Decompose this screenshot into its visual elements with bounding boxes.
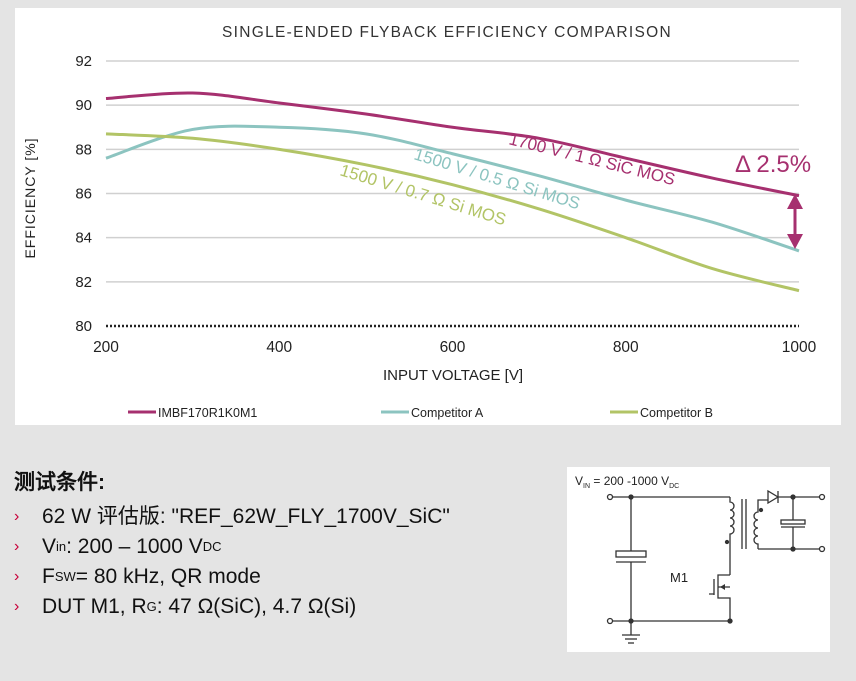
transistor-label: M1 [670,570,688,585]
x-axis-label: INPUT VOLTAGE [V] [383,367,523,384]
legend-label: IMBF170R1K0M1 [158,406,257,420]
bullet-chevron-icon: › [14,568,20,585]
condition-item: › 62 W 评估版: "REF_62W_FLY_1700V_SiC" [14,502,450,532]
efficiency-chart: SINGLE-ENDED FLYBACK EFFICIENCY COMPARIS… [22,24,817,420]
flyback-circuit-diagram: VIN = 200 -1000 VDC M1 [567,467,830,652]
y-tick-label: 82 [75,274,92,291]
y-tick-label: 90 [75,97,92,114]
y-axis-label: EFFICIENCY [%] [22,137,38,258]
y-tick-label: 86 [75,186,92,203]
x-tick-label: 600 [440,339,466,356]
x-tick-label: 1000 [782,339,817,356]
y-tick-label: 84 [75,230,92,247]
bullet-chevron-icon: › [14,508,20,525]
test-conditions: 测试条件: › 62 W 评估版: "REF_62W_FLY_1700V_SiC"… [14,466,450,622]
x-tick-label: 400 [266,339,292,356]
y-tick-label: 88 [75,141,92,158]
conditions-heading: 测试条件: [14,471,105,494]
chart-title: SINGLE-ENDED FLYBACK EFFICIENCY COMPARIS… [222,24,672,41]
vin-label: VIN = 200 -1000 VDC [575,474,679,490]
series-line-2 [105,132,800,293]
y-tick-label: 92 [75,53,92,70]
legend-label: Competitor A [411,406,484,420]
chart-panel: SINGLE-ENDED FLYBACK EFFICIENCY COMPARIS… [15,8,841,425]
bullet-chevron-icon: › [14,538,20,555]
y-tick-label: 80 [75,318,92,335]
delta-annotation: Δ 2.5% [735,151,811,178]
delta-arrow [787,194,803,249]
series-line-0 [105,91,800,198]
x-tick-label: 800 [613,339,639,356]
series-line-1 [105,124,800,253]
bullet-chevron-icon: › [14,598,20,615]
condition-item: › F SW = 80 kHz, QR mode [14,562,450,592]
legend-label: Competitor B [640,406,713,420]
x-tick-label: 200 [93,339,119,356]
